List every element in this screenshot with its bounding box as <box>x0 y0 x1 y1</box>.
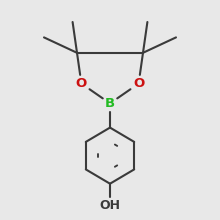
Text: O: O <box>76 77 87 90</box>
Text: B: B <box>105 97 115 110</box>
Text: O: O <box>133 77 144 90</box>
Text: OH: OH <box>99 199 121 212</box>
